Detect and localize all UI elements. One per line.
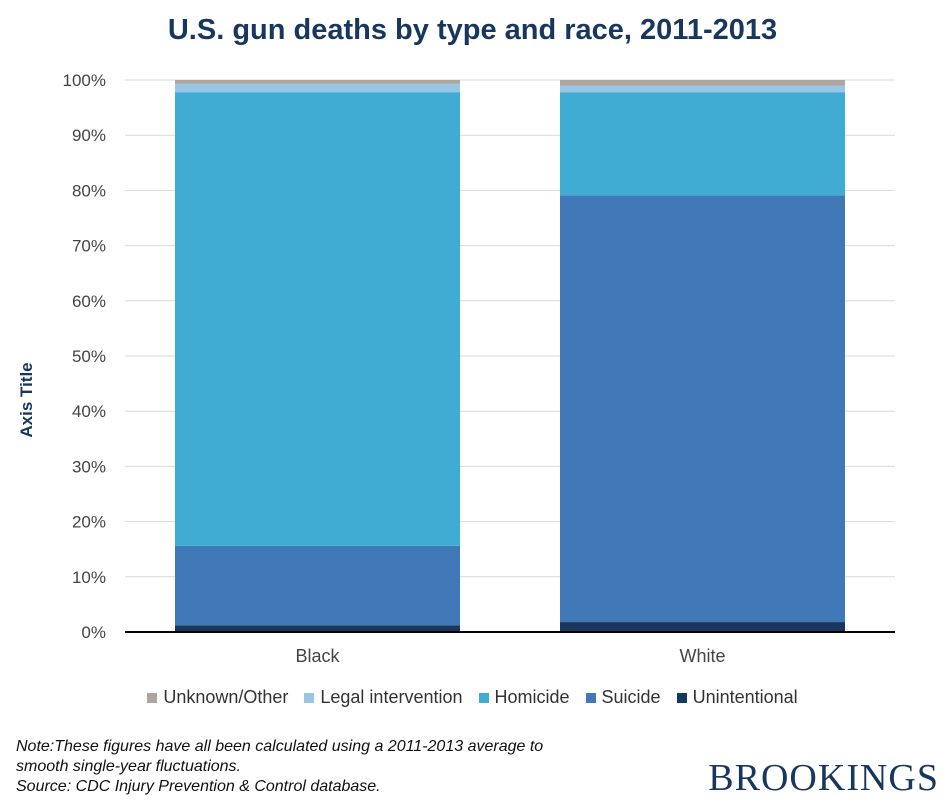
y-axis-title: Axis Title — [17, 362, 36, 438]
bar-segment-suicide — [560, 195, 845, 623]
y-tick-label: 50% — [72, 347, 106, 366]
legend-label: Homicide — [494, 687, 570, 707]
y-tick-label: 80% — [72, 181, 106, 200]
legend-label: Unknown/Other — [163, 687, 289, 707]
legend-swatch — [304, 692, 315, 703]
chart-title: U.S. gun deaths by type and race, 2011-2… — [167, 14, 778, 46]
footnote-line-2: smooth single-year fluctuations. — [16, 758, 241, 775]
y-axis-title-wrap: Axis Title — [12, 300, 42, 500]
y-tick-label: 60% — [72, 292, 106, 311]
legend: Unknown/Other Legal intervention Homicide S… — [0, 687, 945, 708]
legend-item: Homicide — [478, 687, 570, 708]
y-tick-label: 20% — [72, 513, 106, 532]
bar-segment-homicide — [560, 92, 845, 196]
legend-label: Unintentional — [692, 687, 798, 707]
y-tick-label: 10% — [72, 568, 106, 587]
legend-item: Suicide — [585, 687, 661, 708]
bar-segment-unintentional — [560, 622, 845, 632]
bar-segment-homicide — [175, 92, 460, 546]
bar-segment-unintentional — [175, 625, 460, 632]
legend-item: Unintentional — [676, 687, 798, 708]
bar-segment-legal-intervention — [175, 83, 460, 93]
legend-swatch — [478, 692, 489, 703]
legend-label: Legal intervention — [320, 687, 463, 707]
legend-swatch — [676, 692, 687, 703]
bar-segment-unknown-other — [560, 80, 845, 86]
bar-segment-suicide — [175, 545, 460, 626]
y-tick-label: 70% — [72, 237, 106, 256]
bar-segment-legal-intervention — [560, 85, 845, 93]
legend-swatch — [147, 692, 158, 703]
y-tick-label: 30% — [72, 457, 106, 476]
y-tick-label: 40% — [72, 402, 106, 421]
bar-segment-unknown-other — [175, 80, 460, 84]
footnote: Note:These figures have all been calcula… — [16, 737, 543, 797]
footnote-line-1: Note:These figures have all been calcula… — [16, 738, 544, 755]
stacked-bar-chart: 0% 10% 20% 30% 40% 50% 60% 70% 80% 90% 100% Black Wh… — [63, 71, 895, 666]
y-tick-label: 90% — [72, 126, 106, 145]
y-tick-label: 100% — [63, 71, 106, 90]
legend-label: Suicide — [601, 687, 661, 707]
legend-item: Legal intervention — [304, 687, 463, 708]
x-tick-label: Black — [295, 646, 340, 666]
legend-item: Unknown/Other — [147, 687, 288, 708]
x-tick-label: White — [679, 646, 725, 666]
legend-swatch — [585, 692, 596, 703]
footnote-line-3: Source: CDC Injury Prevention & Control … — [16, 778, 381, 795]
brookings-logo: BROOKINGS — [708, 757, 939, 799]
y-tick-label: 0% — [81, 623, 106, 642]
